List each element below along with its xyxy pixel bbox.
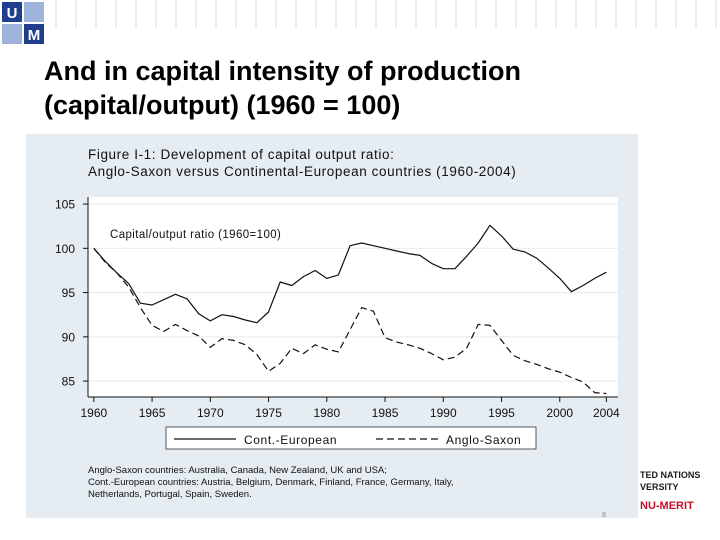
y-tick-label-105: 105	[55, 198, 75, 212]
logo-letter-top: U	[7, 5, 18, 22]
legend-label-cont-european: Cont.-European	[244, 433, 337, 447]
header-decoration	[55, 0, 717, 28]
page-number: 9	[602, 512, 606, 519]
x-tick-labels: 1960 1965 1970 1975 1980 1985 1990 1995 2000 2004	[80, 397, 620, 420]
slide-title: And in capital intensity of production (…	[44, 54, 684, 122]
slide-title-line-1: And in capital intensity of production	[44, 56, 521, 86]
y-tick-label-85: 85	[62, 375, 76, 389]
logo-letter-bottom: M	[28, 27, 41, 44]
x-tick-label-2000: 2000	[546, 406, 573, 420]
brand-line-merit: NU-MERIT	[640, 500, 694, 512]
chart-note-line-2: Cont.-European countries: Austria, Belgi…	[88, 477, 454, 488]
chart-note-line-1: Anglo-Saxon countries: Australia, Canada…	[88, 465, 387, 476]
legend-label-anglo-saxon: Anglo-Saxon	[446, 433, 521, 447]
x-tick-label-1990: 1990	[430, 406, 457, 420]
x-tick-label-1995: 1995	[488, 406, 515, 420]
brand-line-un-2: VERSITY	[640, 482, 679, 492]
un-merit-branding: TED NATIONS VERSITY NU-MERIT	[630, 468, 720, 518]
y-tick-label-90: 90	[62, 330, 76, 344]
chart-title-line-2: Anglo-Saxon versus Continental-European …	[88, 164, 517, 179]
legend: Cont.-European Anglo-Saxon	[165, 426, 537, 450]
chart-note-line-3: Netherlands, Portugal, Spain, Sweden.	[88, 489, 252, 500]
x-tick-label-1975: 1975	[255, 406, 282, 420]
series-line-cont-european	[93, 224, 607, 324]
x-tick-label-1970: 1970	[197, 406, 224, 420]
axes	[87, 197, 618, 398]
plot-area	[88, 197, 618, 397]
y-tick-label-100: 100	[55, 242, 75, 256]
x-tick-label-1985: 1985	[372, 406, 399, 420]
x-tick-label-1960: 1960	[80, 406, 107, 420]
chart-note: Anglo-Saxon countries: Australia, Canada…	[88, 465, 608, 501]
chart-title: Figure I-1: Development of capital outpu…	[88, 146, 628, 180]
slide-title-line-2: (capital/output) (1960 = 100)	[44, 90, 401, 120]
chart-annotation: Capital/output ratio (1960=100)	[110, 229, 281, 241]
gridlines	[88, 203, 618, 382]
y-tick-labels: 105 100 95 90 85	[55, 198, 88, 389]
brand-line-un-1: TED NATIONS	[640, 470, 701, 480]
legend-box	[165, 426, 537, 450]
university-logo: U M	[0, 0, 50, 50]
x-tick-label-1980: 1980	[313, 406, 340, 420]
series-lines	[93, 224, 607, 395]
y-tick-label-95: 95	[62, 286, 76, 300]
x-tick-label-2004: 2004	[593, 406, 620, 420]
x-tick-label-1965: 1965	[139, 406, 166, 420]
chart-title-line-1: Figure I-1: Development of capital outpu…	[88, 147, 395, 162]
